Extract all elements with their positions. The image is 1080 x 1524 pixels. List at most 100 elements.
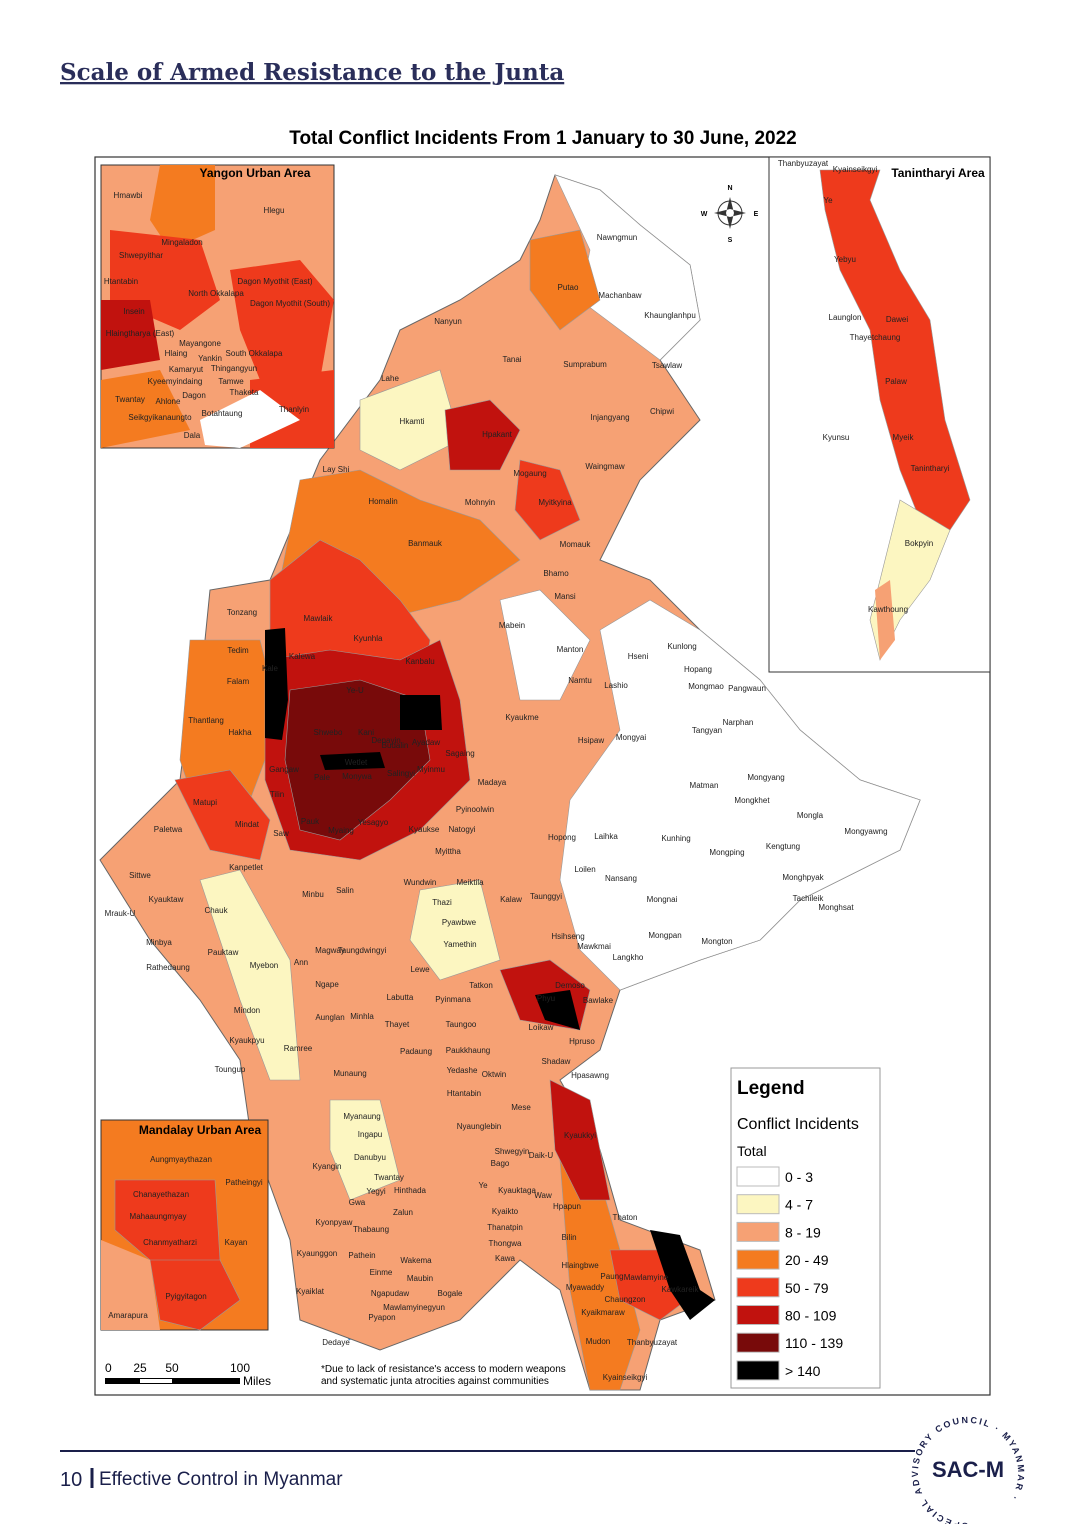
place-label: Mongnai [647,895,678,904]
place-label: Kawa [495,1254,516,1263]
region [499,589,591,701]
region [514,459,581,541]
region [535,990,580,1030]
place-label: Ahlone [156,397,181,406]
place-label: Sumprabum [563,360,607,369]
place-label: Magway [315,946,345,955]
place-label: Mawlamyine [624,1273,669,1282]
place-label: Mayangone [179,339,221,348]
place-label: Hseni [628,652,649,661]
place-label: Myanaung [343,1112,380,1121]
legend-swatch [736,1305,780,1325]
place-label: Palaw [885,377,907,386]
place-label: Lahe [381,374,399,383]
region [359,369,461,471]
place-label: Loikaw [529,1023,554,1032]
place-label: Budalin [382,741,409,750]
scale-bar [140,1379,172,1383]
place-label: Pale [314,773,331,782]
logo: SPECIAL ADVISORY COUNCIL · MYANMAR · SAC… [910,1415,1024,1524]
place-label: Mahaaungmyay [130,1212,187,1221]
place-label: Bawlake [583,996,614,1005]
place-label: Natogyi [448,825,475,834]
place-label: Namtu [568,676,592,685]
place-label: Paung [600,1272,623,1281]
place-label: Hlaingtharya (East) [106,329,175,338]
place-label: Sagaing [445,749,474,758]
place-label: Ramree [284,1044,313,1053]
place-label: Yedashe [447,1066,478,1075]
place-label: Shwebo [314,728,343,737]
place-label: Mingaladon [161,238,202,247]
place-label: Htantabin [447,1089,481,1098]
place-label: Kyaikmaraw [581,1308,625,1317]
mandalay-inset [100,1119,269,1331]
legend-label: 80 - 109 [785,1308,837,1324]
place-label: Dala [184,431,201,440]
place-label: Botahtaung [202,409,243,418]
place-label: Matupi [193,798,217,807]
place-label: Kyaikto [492,1207,519,1216]
place-label: Kani [358,728,374,737]
place-label: Hsihseng [551,932,584,941]
place-label: Phyu [537,994,555,1003]
page-number: 10 [60,1469,82,1491]
place-label: Mongyang [747,773,784,782]
place-label: Kengtung [766,842,800,851]
place-label: Putao [558,283,579,292]
place-label: Mrauk-U [105,909,136,918]
place-label: Mansi [554,592,576,601]
compass-letter: E [754,211,759,218]
place-label: Thayet [385,1020,410,1029]
place-label: Kanpetlet [229,863,264,872]
place-label: Thabaung [353,1225,389,1234]
logo-text: SAC-M [932,1457,1004,1482]
legend-title: Legend [737,1078,805,1099]
place-label: Dagon Myothit (South) [250,299,330,308]
place-label: Padaung [400,1047,432,1056]
place-label: Amarapura [108,1311,148,1320]
place-label: Hlaing [165,349,188,358]
place-label: Saw [273,829,289,838]
legend-label: 20 - 49 [785,1252,829,1268]
place-label: Kawkareik [662,1285,700,1294]
place-label: Kalaw [500,895,522,904]
place-label: Seikgyikanaungto [128,413,192,422]
place-label: Tachileik [793,894,825,903]
place-label: Ye [478,1181,488,1190]
place-label: Kyaunggon [297,1249,337,1258]
place-label: Mongton [701,937,732,946]
place-label: Aungmyaythazan [150,1155,212,1164]
place-label: Dedaye [322,1338,350,1347]
place-label: Ngape [315,980,339,989]
region [529,229,601,331]
place-label: Chanayethazan [133,1190,189,1199]
place-label: Tsawlaw [652,361,682,370]
place-label: Nawngmun [597,233,637,242]
scale-label: 100 [230,1361,250,1375]
place-label: Shadaw [542,1057,571,1066]
place-label: Tangyan [692,726,722,735]
legend-swatch [736,1221,780,1242]
compass-letter: S [728,237,733,244]
place-label: Thazi [432,898,452,907]
page-title: Scale of Armed Resistance to the Junta [60,59,564,86]
map-title: Total Conflict Incidents From 1 January … [289,128,797,149]
place-label: Injangyang [590,413,629,422]
place-label: Kyaukse [409,825,440,834]
legend-field: Total [737,1143,767,1159]
place-label: Wundwin [404,878,437,887]
place-label: Kyaukpyu [229,1036,264,1045]
place-label: Labutta [387,993,414,1002]
place-label: Myinmu [417,765,445,774]
region [409,879,501,981]
legend-swatch [736,1360,780,1381]
place-label: Bokpyin [905,539,933,548]
place-label: Hlegu [264,206,285,215]
inset-title: Mandalay Urban Area [139,1123,262,1137]
place-label: Chanmyatharzi [143,1238,197,1247]
region [174,769,271,861]
place-label: Thaton [613,1213,638,1222]
place-label: Taungoo [446,1020,477,1029]
place-label: Kyainseikgyi [603,1373,648,1382]
